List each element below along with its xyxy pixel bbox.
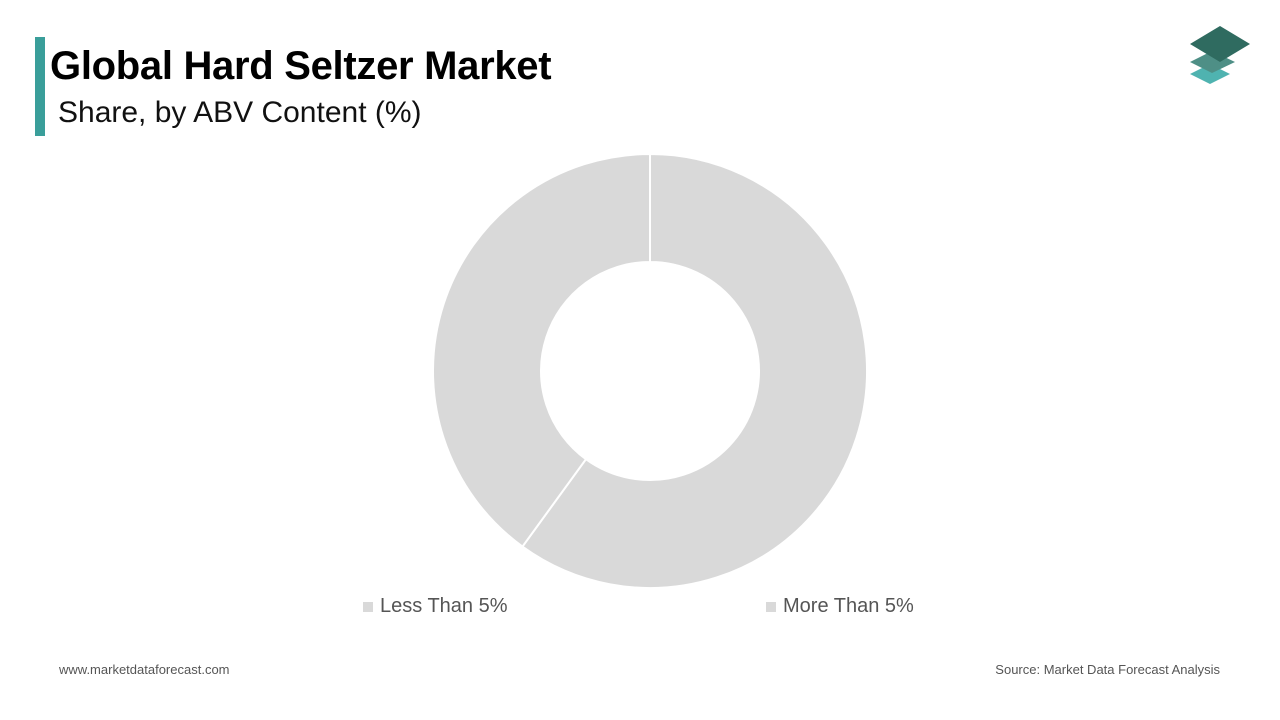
legend-label: Less Than 5% [380,595,508,617]
legend-swatch [766,601,776,612]
slice-less-than-5 [432,152,651,548]
donut-slices [432,152,868,589]
footer-website[interactable]: www.marketdataforecast.com [59,662,230,677]
legend-item-more-than-5: More Than 5% [766,595,914,618]
slice-more-than-5 [521,152,868,589]
page-title: Global Hard Seltzer Market [50,44,552,88]
logo-layer-middle [1190,51,1235,73]
footer-source: Source: Market Data Forecast Analysis [995,662,1220,677]
logo-icon [1190,26,1250,84]
page-subtitle: Share, by ABV Content (%) [58,96,422,129]
legend-swatch [363,601,373,612]
legend-item-less-than-5: Less Than 5% [363,595,508,618]
title-accent-bar [35,37,45,136]
legend-label: More Than 5% [783,595,914,617]
logo-layer-top [1190,26,1250,62]
